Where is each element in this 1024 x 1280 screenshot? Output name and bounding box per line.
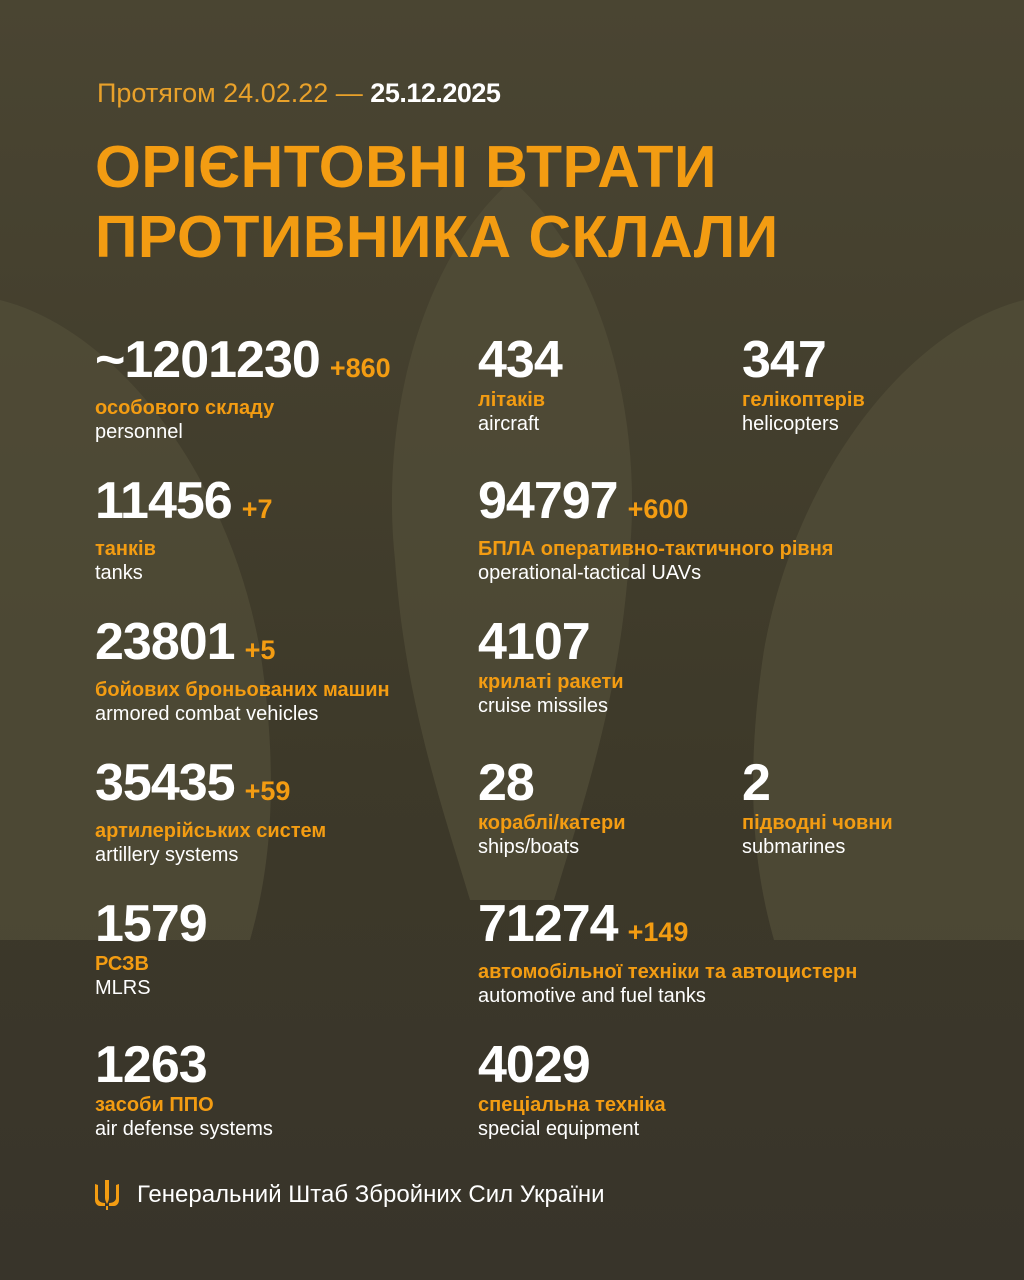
stat-delta: +59 [244,776,291,806]
stat-value: 23801 +5 [95,614,390,678]
page-title: ОРІЄНТОВНІ ВТРАТИ ПРОТИВНИКА СКЛАЛИ [95,132,779,272]
stat-delta: +860 [329,353,391,383]
stat-number: 23801 [95,613,236,671]
stat-label-en: air defense systems [95,1118,273,1140]
stat-number: 2 [742,754,771,812]
stat-automotive-and-fuel-tanks: 71274 +149 автомобільної техніки та автоц… [478,896,857,1009]
stat-label-ua: особового складу [95,397,275,419]
stat-value: ~1201230 +860 [95,332,391,396]
stat-number: 35435 [95,754,236,812]
trident-icon [95,1180,119,1210]
stat-label-en: armored combat vehicles [95,703,319,725]
stat-cruise-missiles: 4107 крилаті ракети cruise missiles [478,614,624,719]
stat-special-equipment: 4029 спеціальна техніка special equipmen… [478,1037,666,1142]
stat-armored-combat-vehicles: 23801 +5 бойових броньованих машин armore… [95,614,390,727]
footer: Генеральний Штаб Збройних Сил України [95,1180,605,1210]
stat-label-ua: літаків [478,389,546,411]
stat-value: 28 [478,755,626,811]
stat-delta: +5 [244,635,276,665]
stat-label-en: operational-tactical UAVs [478,562,702,584]
stat-label-en: MLRS [95,977,151,999]
stat-delta: +149 [627,917,689,947]
stat-label-en: ships/boats [478,836,580,858]
stat-personnel: ~1201230 +860 особового складу personnel [95,332,391,445]
stat-number: 11456 [95,472,233,530]
stat-label-ua: гелікоптерів [742,389,865,411]
stat-ships-boats: 28 кораблі/катери ships/boats [478,755,626,860]
stat-air-defense-systems: 1263 засоби ППО air defense systems [95,1037,273,1142]
stat-value: 35435 +59 [95,755,326,819]
stat-label-ua: РСЗВ [95,953,149,975]
stat-value: 347 [742,332,865,388]
stat-label-en: personnel [95,421,183,443]
stat-label-ua: бойових броньованих машин [95,679,390,701]
stat-value: 434 [478,331,563,389]
title-line-1: ОРІЄНТОВНІ ВТРАТИ [95,134,717,200]
stat-label-ua: автомобільної техніки та автоцистерн [478,961,858,983]
stat-artillery-systems: 35435 +59 артилерійських систем artillery… [95,755,326,868]
stat-label-ua: підводні човни [742,812,893,834]
stat-value: 71274 +149 [478,896,857,960]
stat-label-ua: засоби ППО [95,1094,214,1116]
stat-label-en: special equipment [478,1118,640,1140]
stat-delta: +600 [627,494,689,524]
stat-value: 4107 [478,614,624,670]
stat-label-en: cruise missiles [478,695,609,717]
stat-value: 1579 [95,895,208,953]
stat-label-ua: танків [95,538,156,560]
stat-delta: +7 [241,494,273,524]
stat-submarines: 2 підводні човни submarines [742,755,893,860]
stat-value: 4029 [478,1037,666,1093]
stat-value: 94797 +600 [478,473,833,537]
stat-number: 71274 [478,895,619,953]
stat-number: 28 [478,754,535,812]
stat-number: 1263 [95,1036,208,1094]
stat-helicopters: 347 гелікоптерів helicopters [742,332,865,437]
title-line-2: ПРОТИВНИКА СКЛАЛИ [95,204,779,270]
stat-label-en: artillery systems [95,844,239,866]
stat-tanks: 11456 +7 танків tanks [95,473,273,586]
footer-label: Генеральний Штаб Збройних Сил України [137,1181,605,1208]
stat-number: 4107 [478,613,591,671]
stat-operational-tactical-uavs: 94797 +600 БПЛА оперативно-тактичного рів… [478,473,833,586]
stat-number: 94797 [478,472,619,530]
stat-aircraft: 434 літаків aircraft [478,331,563,437]
stat-mlrs: 1579 РСЗВ MLRS [95,895,208,1001]
stat-value: 11456 +7 [95,473,273,537]
stat-number: 4029 [478,1036,591,1094]
stat-label-ua: артилерійських систем [95,820,327,842]
stat-value: 1263 [95,1037,273,1093]
period-range: Протягом 24.02.22 — 25.12.2025 [97,78,501,109]
stat-number: 347 [742,331,827,389]
stat-number: 434 [478,331,563,389]
stat-number: ~1201230 [95,331,321,389]
stat-label-en: submarines [742,836,846,858]
period-end: 25.12.2025 [370,78,501,108]
stat-number: 1579 [95,895,208,953]
stat-label-ua: крилаті ракети [478,671,624,693]
stat-label-en: tanks [95,562,143,584]
stat-label-en: helicopters [742,413,839,435]
stat-value: 2 [742,755,893,811]
stat-label-en: aircraft [478,413,540,435]
stat-label-ua: спеціальна техніка [478,1094,666,1116]
period-prefix: Протягом 24.02.22 — [97,78,363,108]
stat-label-ua: БПЛА оперативно-тактичного рівня [478,538,834,560]
stat-label-ua: кораблі/катери [478,812,626,834]
stat-label-en: automotive and fuel tanks [478,985,706,1007]
